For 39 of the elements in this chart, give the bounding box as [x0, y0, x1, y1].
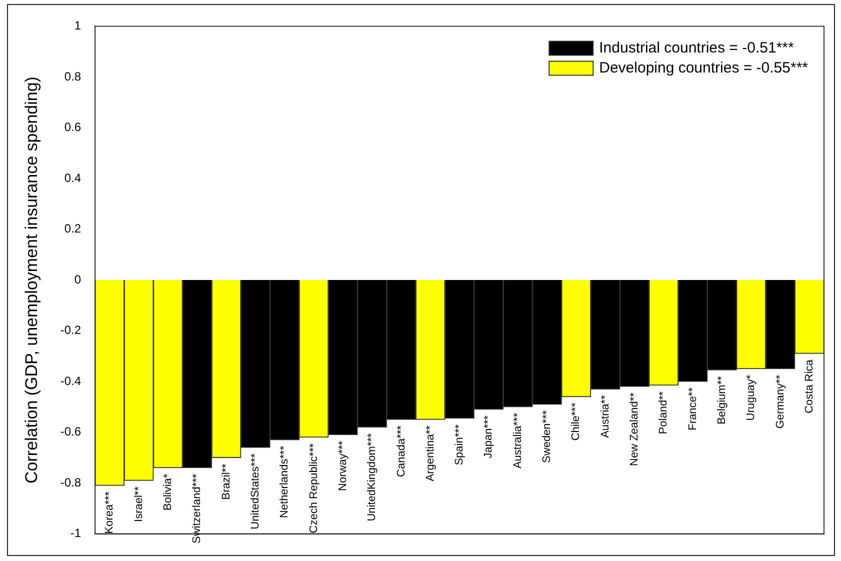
- x-tick-label: Norway***: [336, 440, 349, 491]
- x-tick-label: New Zealand**: [628, 392, 641, 466]
- y-tick-label: -0.2: [60, 323, 82, 338]
- y-tick-label: 0.6: [64, 120, 82, 134]
- y-tick-label: 0.2: [64, 222, 82, 236]
- y-tick-label: 0.4: [64, 170, 82, 185]
- y-tick-label: -0.8: [60, 475, 82, 490]
- x-tick-label: Spain***: [454, 424, 466, 466]
- x-tick-label: Costa Rica: [803, 358, 816, 414]
- y-tick-label: -0.4: [60, 374, 82, 388]
- y-tick-label: -0.6: [60, 424, 82, 439]
- x-tick-label: Austria**: [599, 394, 612, 438]
- x-tick-label: Chile***: [570, 402, 582, 441]
- x-tick-label: UnitedStates***: [249, 452, 262, 530]
- x-tick-label: Argentina**: [424, 424, 436, 482]
- x-tick-label: France**: [686, 386, 699, 430]
- x-tick-label: Israel**: [132, 486, 145, 522]
- x-tick-label: Brazil**: [220, 462, 232, 500]
- x-tick-label: Poland**: [658, 390, 670, 434]
- x-tick-label: UnitedKingdom***: [366, 432, 378, 522]
- x-tick-label: Switzerland***: [191, 473, 204, 544]
- y-tick-label: 1: [74, 18, 82, 33]
- x-tick-label: Netherlands***: [278, 445, 291, 518]
- legend-label: Industrial countries = -0.51***: [599, 39, 794, 56]
- y-tick-label: 0.8: [64, 69, 82, 84]
- x-tick-label: Czech Republic***: [308, 442, 320, 534]
- x-tick-label: Belgium**: [716, 375, 728, 424]
- x-tick-label: Sweden***: [541, 410, 554, 463]
- x-tick-label: Germany**: [774, 374, 786, 429]
- x-tick-label: Canada***: [395, 424, 408, 477]
- x-tick-label: Bolivia*: [162, 473, 174, 510]
- y-tick-label: -1: [70, 526, 82, 540]
- y-axis-title: Correlation (GDP, unemployment insurance spending): [22, 76, 41, 484]
- x-tick-label: Australia***: [512, 412, 524, 469]
- y-tick-label: 0: [74, 272, 82, 286]
- x-tick-label: Japan***: [482, 414, 495, 458]
- x-tick-label: Korea***: [104, 490, 116, 534]
- legend-label: Developing countries = -0.55***: [599, 59, 808, 76]
- x-tick-label: Uruguay*: [745, 374, 758, 421]
